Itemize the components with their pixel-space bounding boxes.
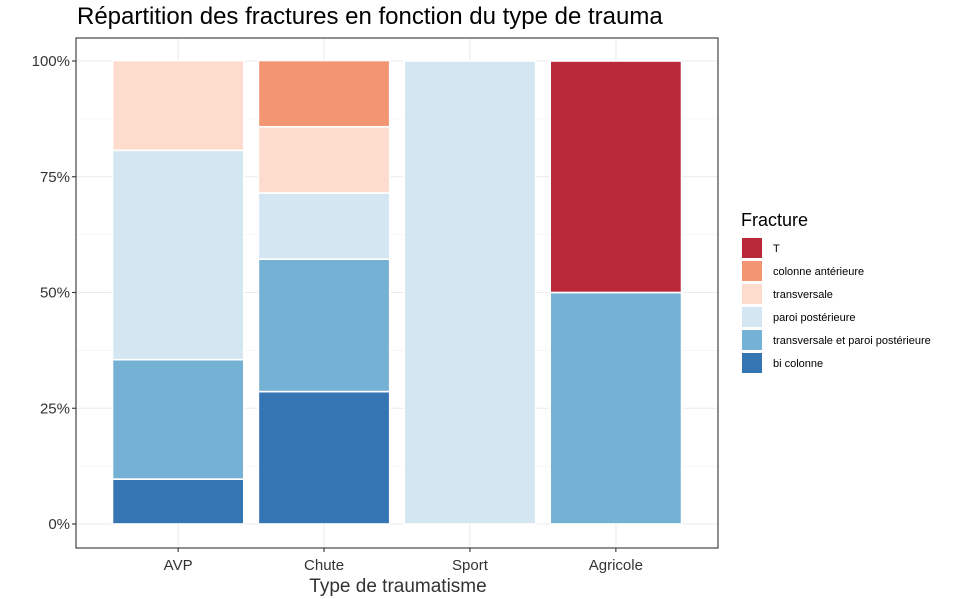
x-tick-label: Agricole — [589, 557, 643, 574]
bar-segment — [111, 478, 245, 525]
legend-swatch — [742, 238, 762, 258]
bar-segment — [549, 291, 683, 525]
bar-segment — [257, 125, 391, 194]
legend-swatch — [742, 284, 762, 304]
legend-swatch — [742, 307, 762, 327]
chart-title: Répartition des fractures en fonction du… — [77, 3, 663, 30]
x-axis: AVP Chute Sport Agricole — [164, 548, 643, 574]
bar-segment — [257, 192, 391, 260]
bars — [111, 59, 683, 525]
x-tick-label: AVP — [164, 557, 193, 574]
x-axis-title: Type de traumatisme — [309, 576, 486, 597]
bar-segment — [111, 358, 245, 480]
legend-swatch — [742, 330, 762, 350]
legend-label: bi colonne — [773, 358, 823, 370]
y-axis: 0% 25% 50% 75% 100% — [32, 53, 76, 533]
bar-segment — [403, 60, 537, 525]
y-tick-label: 50% — [40, 285, 70, 302]
legend-swatch — [742, 261, 762, 281]
bar-segment — [111, 149, 245, 361]
y-tick-label: 75% — [40, 169, 70, 186]
y-tick-label: 100% — [32, 53, 70, 70]
bar-segment — [111, 59, 245, 152]
y-tick-label: 0% — [48, 516, 70, 533]
bar-segment — [549, 60, 683, 294]
bar-segment — [257, 59, 391, 128]
legend-label: colonne antérieure — [773, 266, 864, 278]
legend-label: T — [773, 243, 780, 255]
legend-label: transversale — [773, 289, 833, 301]
bar-segment — [257, 258, 391, 393]
x-tick-label: Sport — [452, 557, 489, 574]
legend-label: paroi postérieure — [773, 312, 856, 324]
legend-label: transversale et paroi postérieure — [773, 335, 931, 347]
y-tick-label: 25% — [40, 400, 70, 417]
legend-swatch — [742, 353, 762, 373]
bar-segment — [257, 390, 391, 525]
legend-title: Fracture — [741, 210, 808, 230]
x-tick-label: Chute — [304, 557, 344, 574]
